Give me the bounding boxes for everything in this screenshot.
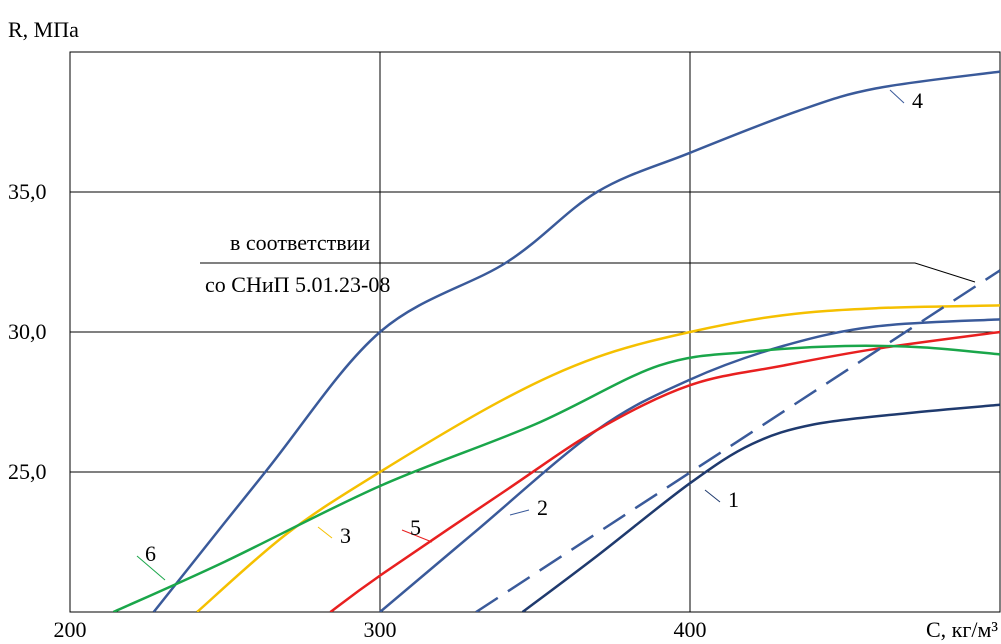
label-leader <box>401 529 433 543</box>
x-tick-label: 400 <box>674 617 707 642</box>
line-series <box>196 304 1000 612</box>
y-axis-label: R, МПа <box>8 17 79 42</box>
line-series <box>152 70 1000 612</box>
y-tick-label: 30,0 <box>8 319 47 344</box>
line-series <box>329 330 1000 612</box>
line-series <box>112 344 1000 612</box>
y-tick-label: 35,0 <box>8 179 47 204</box>
series-label: 1 <box>728 487 739 512</box>
y-tick-label: 25,0 <box>8 459 47 484</box>
series-label: 3 <box>340 523 351 548</box>
plot-area <box>112 70 1000 612</box>
label-leader <box>317 526 333 539</box>
series-label: 2 <box>537 495 548 520</box>
label-leader <box>889 89 905 104</box>
line-series <box>475 269 1000 612</box>
label-leader <box>136 555 166 581</box>
series-label: 4 <box>912 88 923 113</box>
series-label: 6 <box>145 541 156 566</box>
series-label: 5 <box>410 515 421 540</box>
annotation-leader <box>200 262 976 283</box>
line-series <box>379 318 1000 612</box>
x-axis-label: C, кг/м³ <box>926 617 998 642</box>
line-series <box>521 403 1000 612</box>
x-tick-label: 200 <box>54 617 87 642</box>
label-leader <box>509 509 530 516</box>
label-leader <box>704 489 721 503</box>
annotation: в соответствии <box>230 230 370 255</box>
x-tick-label: 300 <box>364 617 397 642</box>
annotation: со СНиП 5.01.23-08 <box>205 272 390 297</box>
